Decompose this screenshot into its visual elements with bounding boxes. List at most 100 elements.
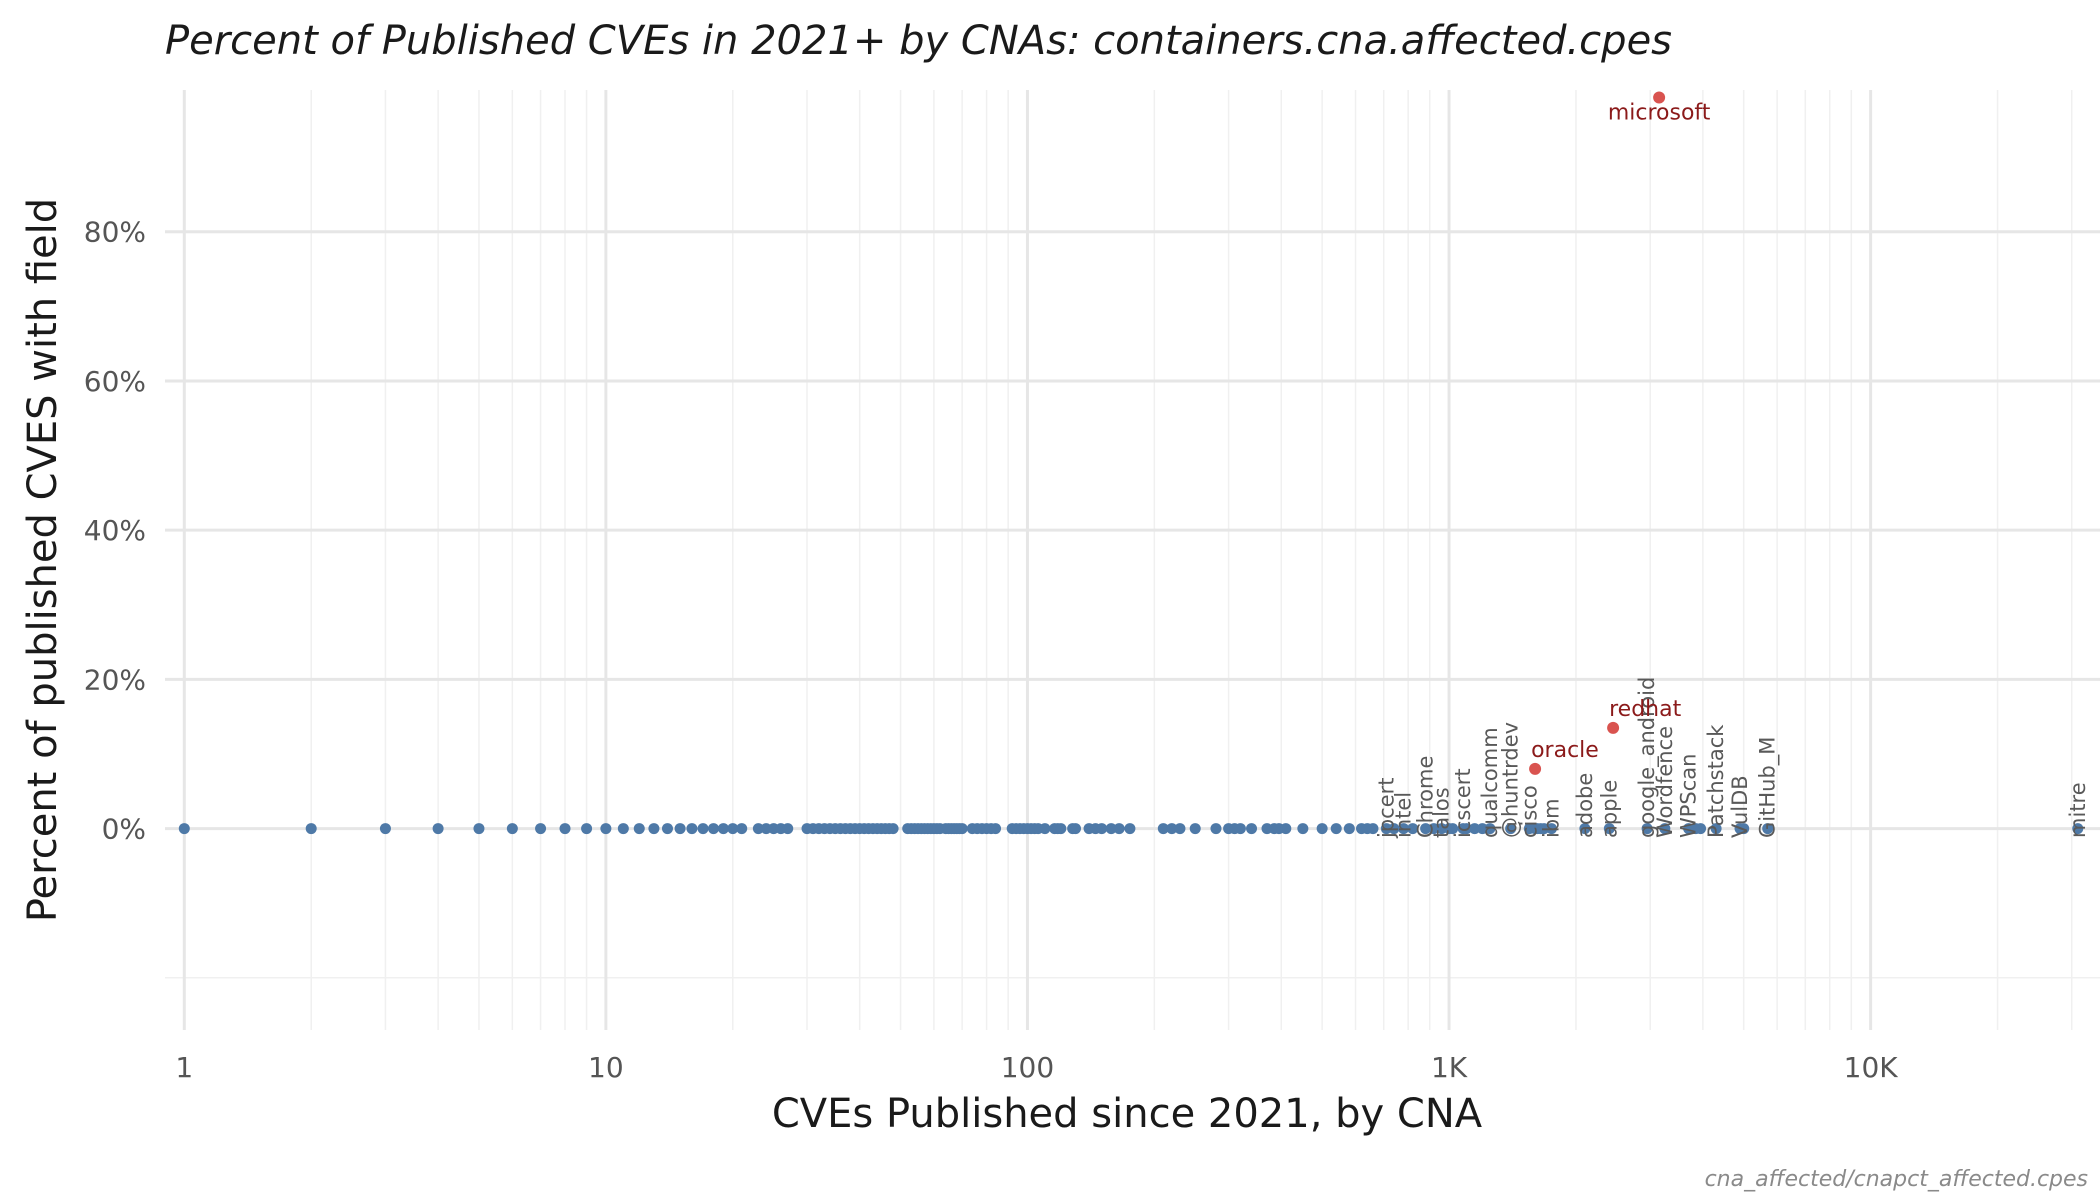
data-point	[1457, 823, 1469, 835]
data-point	[1367, 823, 1379, 835]
point-label: ibm	[1540, 798, 1564, 838]
data-point	[1436, 823, 1448, 835]
point-label: GitHub_M	[1756, 737, 1781, 838]
point-label: adobe	[1573, 773, 1597, 838]
point-label: Patchstack	[1704, 724, 1728, 838]
data-point	[990, 823, 1002, 835]
highlighted-label: oracle	[1531, 738, 1599, 763]
point-label: talos	[1430, 787, 1454, 838]
data-point	[1398, 823, 1410, 835]
data-point	[1641, 823, 1653, 835]
data-point	[305, 823, 317, 835]
data-point	[1096, 823, 1108, 835]
data-point	[379, 823, 391, 835]
y-tick-label: 20%	[84, 663, 146, 696]
point-label: jpcert	[1374, 778, 1398, 840]
data-point	[1234, 823, 1246, 835]
point-label: intel	[1392, 792, 1416, 838]
data-point	[432, 823, 444, 835]
x-tick-label: 1	[175, 1051, 193, 1084]
chart-caption: cna_affected/cnapct_affected.cpes	[1705, 1167, 2088, 1192]
data-point	[1174, 823, 1186, 835]
data-point	[697, 823, 709, 835]
data-point	[1523, 823, 1535, 835]
data-point	[1210, 823, 1222, 835]
y-tick-label: 40%	[84, 514, 146, 547]
highlighted-label: microsoft	[1608, 100, 1711, 125]
data-point	[1246, 823, 1258, 835]
data-point	[1546, 823, 1558, 835]
point-label: cisco	[1517, 785, 1541, 838]
point-label: qualcomm	[1478, 727, 1502, 838]
data-point	[178, 823, 190, 835]
data-point	[1734, 823, 1746, 835]
data-point	[1113, 823, 1125, 835]
y-tick-label: 60%	[84, 365, 146, 398]
point-label: Chrome	[1414, 756, 1438, 838]
data-point	[1447, 823, 1459, 835]
data-point	[1710, 823, 1722, 835]
point-label: VulDB	[1728, 775, 1752, 838]
data-point	[736, 823, 748, 835]
point-label: Wordfence	[1653, 726, 1677, 838]
data-point	[633, 823, 645, 835]
point-label: google_android	[1635, 677, 1660, 838]
data-point	[581, 823, 593, 835]
highlighted-point	[1607, 721, 1620, 734]
data-point	[1420, 823, 1432, 835]
data-point	[559, 823, 571, 835]
data-point	[1484, 823, 1496, 835]
data-point	[600, 823, 612, 835]
data-point	[717, 823, 729, 835]
data-point	[887, 823, 899, 835]
grid-lines	[165, 90, 2100, 1030]
data-point	[1166, 823, 1178, 835]
data-point	[1157, 823, 1169, 835]
data-point	[617, 823, 629, 835]
data-point	[1343, 823, 1355, 835]
y-tick-label: 0%	[102, 813, 146, 846]
data-point	[1469, 823, 1481, 835]
data-point	[727, 823, 739, 835]
data-point	[1105, 823, 1117, 835]
data-point	[674, 823, 686, 835]
data-point	[506, 823, 518, 835]
data-point	[1505, 823, 1517, 835]
x-axis-ticks: 1 10 100 1K 10K	[175, 1051, 1898, 1084]
data-point	[1124, 823, 1136, 835]
data-point	[1683, 823, 1695, 835]
data-point	[2072, 823, 2084, 835]
y-axis-ticks: 0% 20% 40% 60% 80%	[84, 216, 146, 846]
x-tick-label: 100	[1001, 1051, 1054, 1084]
data-point	[648, 823, 660, 835]
point-label: icscert	[1451, 768, 1475, 838]
y-tick-label: 80%	[84, 216, 146, 249]
point-label: mitre	[2066, 782, 2090, 838]
data-point	[661, 823, 673, 835]
highlighted-label: redhat	[1609, 697, 1681, 722]
data-point	[1039, 823, 1051, 835]
data-point	[707, 823, 719, 835]
data-point	[1069, 823, 1081, 835]
data-point	[1280, 823, 1292, 835]
data-point	[1659, 823, 1671, 835]
data-point	[1695, 823, 1707, 835]
data-point	[1762, 823, 1774, 835]
chart-title: Percent of Published CVEs in 2021+ by CN…	[165, 18, 1672, 64]
data-point	[1388, 823, 1400, 835]
data-point	[1189, 823, 1201, 835]
data-point	[1055, 823, 1067, 835]
data-point	[1380, 823, 1392, 835]
data-point	[1330, 823, 1342, 835]
x-tick-label: 1K	[1431, 1051, 1468, 1084]
data-point	[535, 823, 547, 835]
point-label: apple	[1597, 780, 1621, 838]
data-point	[956, 823, 968, 835]
point-label: @huntrdev	[1499, 722, 1523, 838]
data-points	[178, 91, 2084, 835]
x-tick-label: 10K	[1844, 1051, 1899, 1084]
data-point	[1316, 823, 1328, 835]
data-point	[686, 823, 698, 835]
point-label: WPScan	[1677, 754, 1701, 838]
